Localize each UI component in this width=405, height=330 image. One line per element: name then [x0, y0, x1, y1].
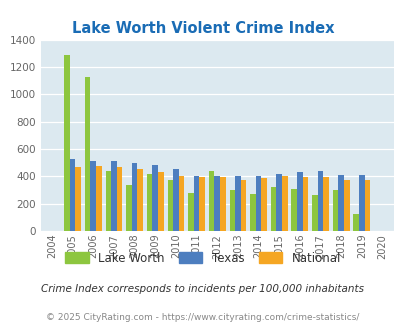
- Bar: [311, 195, 317, 231]
- Bar: [116, 167, 122, 231]
- Bar: [132, 163, 137, 231]
- Bar: [276, 174, 281, 231]
- Bar: [111, 161, 116, 231]
- Bar: [167, 181, 173, 231]
- Text: Crime Index corresponds to incidents per 100,000 inhabitants: Crime Index corresponds to incidents per…: [41, 284, 364, 294]
- Bar: [126, 185, 132, 231]
- Bar: [296, 172, 302, 231]
- Bar: [229, 190, 234, 231]
- Bar: [220, 177, 225, 231]
- Bar: [337, 175, 343, 231]
- Bar: [332, 190, 337, 231]
- Bar: [147, 174, 152, 231]
- Bar: [137, 169, 143, 231]
- Bar: [343, 181, 349, 231]
- Bar: [178, 176, 184, 231]
- Bar: [64, 55, 70, 231]
- Bar: [96, 166, 101, 231]
- Bar: [322, 177, 328, 231]
- Bar: [261, 178, 266, 231]
- Bar: [291, 189, 296, 231]
- Bar: [353, 214, 358, 231]
- Bar: [208, 171, 214, 231]
- Bar: [234, 176, 240, 231]
- Bar: [302, 177, 307, 231]
- Bar: [152, 165, 158, 231]
- Bar: [75, 167, 81, 231]
- Bar: [85, 77, 90, 231]
- Bar: [173, 170, 178, 231]
- Bar: [358, 175, 364, 231]
- Bar: [188, 193, 193, 231]
- Bar: [90, 161, 96, 231]
- Text: © 2025 CityRating.com - https://www.cityrating.com/crime-statistics/: © 2025 CityRating.com - https://www.city…: [46, 313, 359, 322]
- Bar: [249, 194, 255, 231]
- Bar: [105, 171, 111, 231]
- Bar: [70, 158, 75, 231]
- Bar: [270, 187, 276, 231]
- Bar: [364, 180, 369, 231]
- Legend: Lake Worth, Texas, National: Lake Worth, Texas, National: [60, 247, 345, 269]
- Bar: [240, 181, 245, 231]
- Bar: [317, 171, 322, 231]
- Bar: [255, 176, 261, 231]
- Bar: [158, 172, 163, 231]
- Bar: [281, 176, 287, 231]
- Bar: [214, 176, 220, 231]
- Bar: [193, 176, 199, 231]
- Text: Lake Worth Violent Crime Index: Lake Worth Violent Crime Index: [72, 21, 333, 36]
- Bar: [199, 177, 205, 231]
